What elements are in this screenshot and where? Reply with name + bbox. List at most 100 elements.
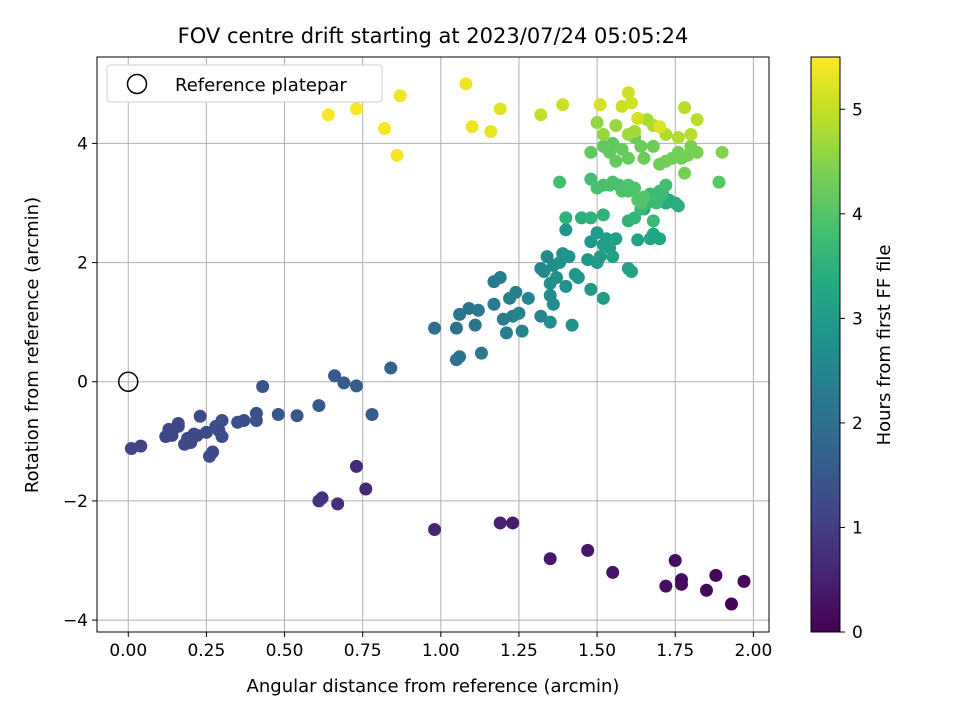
data-point: [596, 208, 610, 222]
data-point: [378, 122, 392, 136]
legend-entry-reference-platepar: Reference platepar: [175, 75, 347, 96]
data-point: [637, 190, 651, 204]
data-point: [593, 250, 607, 264]
data-point: [596, 127, 610, 141]
data-point: [678, 101, 692, 115]
data-point: [596, 291, 610, 305]
x-tick-label: 1.75: [656, 641, 694, 661]
data-point: [678, 166, 692, 180]
y-tick-label: 0: [77, 373, 88, 393]
x-tick-label: 2.00: [734, 641, 772, 661]
data-point: [515, 324, 529, 338]
data-point: [249, 406, 263, 420]
y-tick-label: 4: [77, 134, 88, 154]
data-point: [553, 175, 567, 189]
data-point: [562, 250, 576, 264]
data-point: [653, 232, 667, 246]
data-point: [393, 89, 407, 103]
data-point: [590, 226, 604, 240]
data-point: [668, 553, 682, 567]
data-point: [312, 494, 326, 508]
data-point: [521, 291, 535, 305]
data-point: [465, 120, 479, 134]
data-point: [509, 285, 523, 299]
colorbar-label: Hours from first FF file: [874, 245, 895, 446]
data-point: [290, 409, 304, 423]
grid-lines: [97, 57, 769, 632]
data-point: [453, 307, 467, 321]
data-point: [559, 211, 573, 225]
legend: Reference platepar: [106, 64, 383, 103]
data-point: [365, 408, 379, 422]
data-point: [609, 119, 623, 133]
data-point: [559, 279, 573, 293]
data-point: [487, 297, 501, 311]
data-point: [328, 369, 342, 383]
data-point: [724, 597, 738, 611]
data-point: [606, 565, 620, 579]
data-point: [737, 574, 751, 588]
plot-frame: [96, 56, 770, 633]
data-point: [506, 516, 520, 530]
legend-box: [106, 64, 383, 103]
data-point: [215, 413, 229, 427]
data-point: [574, 211, 588, 225]
data-point: [331, 497, 345, 511]
x-tick-label: 1.25: [500, 641, 538, 661]
data-point: [215, 430, 229, 444]
x-tick-label: 0.00: [109, 641, 147, 661]
data-point: [534, 309, 548, 323]
data-point: [631, 111, 645, 125]
colorbar-tick-label: 1: [852, 518, 863, 538]
y-tick-label: −2: [63, 492, 88, 512]
data-point: [690, 145, 704, 159]
x-tick-label: 0.50: [266, 641, 304, 661]
data-point: [321, 108, 335, 122]
data-point: [609, 232, 623, 246]
data-point: [512, 306, 526, 320]
colorbar-tick-label: 0: [852, 623, 863, 643]
data-point: [468, 318, 482, 332]
data-point: [359, 482, 373, 496]
x-axis-label: Angular distance from reference (arcmin): [247, 676, 620, 697]
data-point: [556, 98, 570, 112]
data-point: [171, 416, 185, 430]
data-point: [621, 86, 635, 100]
data-point: [534, 108, 548, 122]
data-point: [606, 136, 620, 150]
data-point: [312, 399, 326, 413]
data-point: [674, 573, 688, 587]
data-point: [449, 321, 463, 335]
data-point: [471, 303, 485, 317]
data-point: [631, 233, 645, 247]
data-point: [593, 98, 607, 112]
data-point: [199, 425, 213, 439]
y-tick-label: −4: [63, 611, 88, 631]
data-point: [621, 151, 635, 165]
data-point: [653, 120, 667, 134]
data-point: [606, 250, 620, 264]
data-point: [715, 145, 729, 159]
data-point: [709, 568, 723, 582]
data-point: [256, 380, 270, 394]
data-point: [484, 124, 498, 138]
data-point: [271, 408, 285, 422]
data-point: [621, 178, 635, 192]
x-axis-ticks: 0.00 0.25 0.50 0.75 1.00 1.25 1.50 1.75 2.00: [109, 632, 772, 661]
colorbar-ticks: 0 1 2 3 4 5: [840, 100, 863, 643]
data-point: [584, 145, 598, 159]
data-point: [624, 265, 638, 279]
data-point: [646, 139, 660, 153]
data-point: [565, 318, 579, 332]
data-point: [590, 116, 604, 130]
data-point: [546, 297, 560, 311]
data-point: [384, 361, 398, 375]
data-point: [628, 124, 642, 138]
data-point: [624, 96, 638, 110]
reference-point: [118, 371, 139, 392]
data-point: [349, 102, 363, 116]
data-point: [428, 523, 442, 537]
data-point: [474, 346, 488, 360]
y-tick-label: 2: [77, 254, 88, 274]
data-point: [453, 350, 467, 364]
